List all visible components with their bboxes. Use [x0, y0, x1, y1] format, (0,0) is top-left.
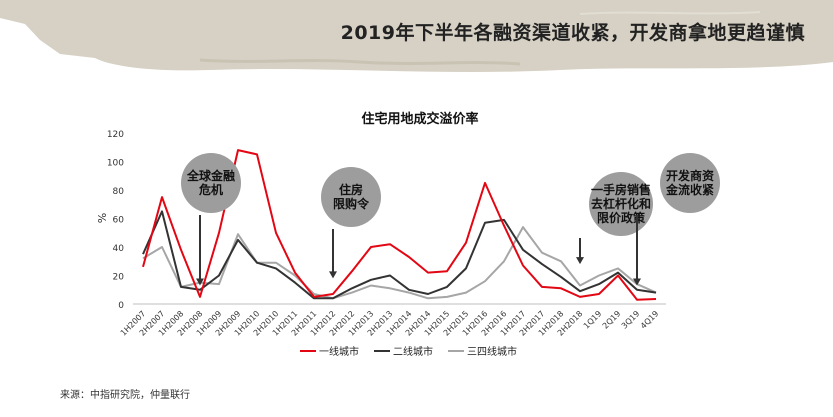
annotation-text: 限购令 — [333, 196, 370, 211]
annotation-text: 一手房销售 — [591, 182, 651, 197]
legend-item-1: 一线城市 — [300, 345, 359, 358]
chart-title: 住宅用地成交溢价率 — [361, 111, 478, 127]
annotation-bubble — [660, 153, 720, 213]
legend-item-3: 三四线城市 — [448, 345, 517, 358]
annotation-text: 开发商资 — [666, 168, 714, 183]
header-brush-stroke — [0, 0, 833, 72]
annotation-arrowhead — [329, 271, 337, 279]
y-tick-label: 40 — [113, 244, 125, 254]
x-tick-label: 2Q19 — [601, 309, 623, 331]
legend-label: 一线城市 — [319, 345, 359, 358]
legend-item-2: 二线城市 — [374, 345, 433, 358]
annotation-bubble — [181, 153, 241, 213]
series-line-3 — [142, 226, 657, 300]
source-note: 来源：中指研究院，仲量联行 — [60, 390, 190, 401]
legend-label: 三四线城市 — [467, 345, 517, 358]
y-tick-label: 0 — [118, 301, 124, 311]
annotation-bubble — [321, 167, 381, 227]
y-axis-label: % — [95, 213, 108, 223]
x-tick-label: 1Q19 — [582, 309, 604, 331]
annotation-text: 全球金融 — [186, 168, 235, 183]
x-tick-label: 3Q19 — [620, 309, 642, 331]
annotation-text: 去杠杆化和 — [591, 196, 651, 211]
annotation-text: 危机 — [198, 182, 223, 197]
annotation-arrowhead — [576, 257, 584, 265]
annotation-arrowhead — [633, 278, 641, 286]
y-tick-label: 120 — [107, 130, 124, 140]
legend-label: 二线城市 — [393, 345, 433, 358]
annotation-arrowhead — [196, 278, 204, 286]
y-tick-label: 20 — [113, 273, 125, 283]
y-tick-label: 60 — [113, 216, 125, 226]
y-tick-label: 100 — [107, 159, 124, 169]
series-line-2 — [142, 210, 657, 300]
premium-rate-line-chart: 住宅用地成交溢价率 % 0204060801001201H20072H20071… — [95, 111, 720, 358]
annotation-text: 限价政策 — [597, 210, 646, 225]
annotation-text: 金流收紧 — [665, 182, 714, 197]
annotation-text: 住房 — [339, 182, 363, 197]
x-tick-label: 4Q19 — [639, 309, 661, 331]
y-tick-label: 80 — [113, 187, 125, 197]
slide-title: 2019年下半年各融资渠道收紧，开发商拿地更趋谨慎 — [340, 22, 805, 44]
